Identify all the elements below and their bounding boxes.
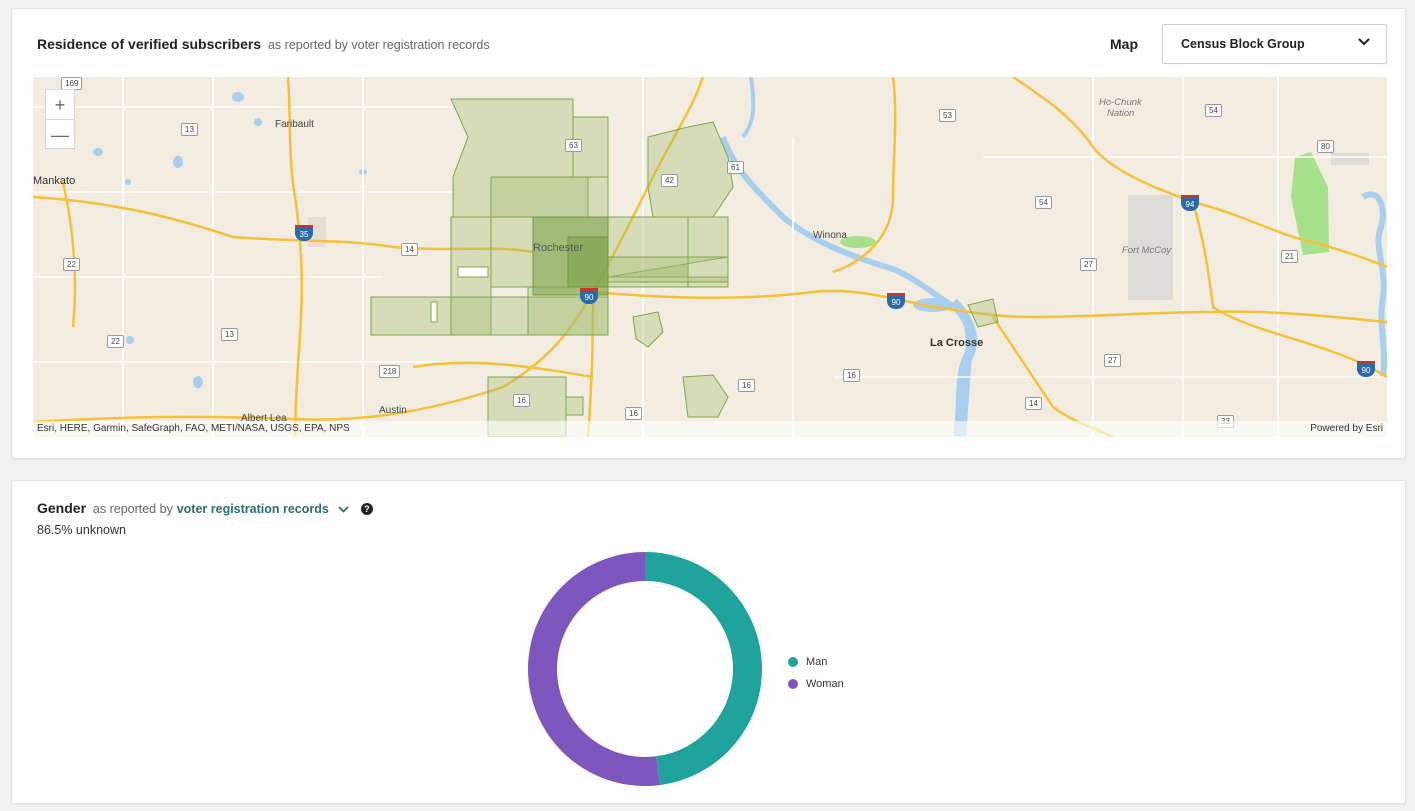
chevron-down-icon (338, 506, 349, 513)
map-card-title: Residence of verified subscribers as rep… (37, 36, 490, 52)
powered-by-esri-link[interactable]: Powered by Esri (1310, 423, 1383, 434)
route-shield: 16 (843, 369, 860, 382)
route-shield: 27 (1104, 354, 1121, 367)
route-shield: 54 (1205, 104, 1222, 117)
route-shield: 16 (738, 379, 755, 392)
place-label-faribault: Faribault (275, 119, 314, 130)
legend-label: Woman (806, 678, 844, 690)
interstate-shield: 35 (295, 225, 313, 241)
gender-subtitle-text: as reported by (92, 502, 173, 516)
map-subtitle-text: as reported by voter registration record… (267, 38, 490, 52)
interstate-shield: 90 (580, 288, 598, 304)
subscriber-block-groups (370, 98, 999, 437)
place-label-rochester: Rochester (533, 242, 584, 254)
unknown-percentage: 86.5% unknown (37, 523, 126, 537)
geography-level-value: Census Block Group (1181, 37, 1305, 51)
place-label-la-crosse: La Crosse (930, 337, 984, 349)
gender-card: Gender as reported by voter registration… (11, 480, 1406, 804)
place-label-albert-lea: Albert Lea (241, 413, 287, 424)
zoom-control: + — (45, 89, 75, 149)
data-source-dropdown[interactable]: voter registration records (177, 502, 353, 516)
place-label-ho-chunk: Ho-Chunk (1099, 97, 1142, 108)
route-shield: 27 (1080, 258, 1097, 271)
gender-legend: Man Woman (788, 651, 844, 695)
route-shield: 54 (1035, 196, 1052, 209)
subscriber-residence-card: Residence of verified subscribers as rep… (11, 8, 1406, 459)
route-shield: 16 (513, 394, 530, 407)
map-title-text: Residence of verified subscribers (37, 36, 262, 52)
route-shield: 13 (221, 328, 238, 341)
gender-card-title: Gender as reported by voter registration… (37, 500, 373, 516)
zoom-in-button[interactable]: + (54, 94, 66, 115)
route-shield: 61 (727, 161, 744, 174)
place-label-nation: Nation (1107, 108, 1135, 119)
help-icon[interactable]: ? (360, 503, 373, 516)
gender-donut-chart (528, 552, 763, 786)
legend-label: Man (806, 656, 828, 668)
place-label-austin: Austin (379, 405, 407, 416)
map-attribution: Esri, HERE, Garmin, SafeGraph, FAO, METI… (33, 421, 1387, 437)
legend-item-man[interactable]: Man (788, 651, 844, 673)
route-shield: 53 (939, 109, 956, 122)
route-shield: 16 (625, 407, 642, 420)
place-label-fort-mccoy: Fort McCoy (1122, 245, 1172, 256)
geography-level-select[interactable]: Census Block Group (1162, 24, 1387, 64)
interstate-shield: 90 (1357, 361, 1375, 377)
chevron-down-icon (1358, 38, 1370, 46)
legend-swatch (788, 679, 798, 689)
route-shield: 63 (565, 139, 582, 152)
gender-title-text: Gender (37, 500, 87, 516)
attribution-sources: Esri, HERE, Garmin, SafeGraph, FAO, METI… (37, 423, 350, 434)
interstate-shield: 90 (887, 293, 905, 309)
place-label-winona: Winona (813, 230, 847, 241)
route-shield: 22 (63, 258, 80, 271)
route-shield: 14 (1025, 397, 1042, 410)
legend-swatch (788, 657, 798, 667)
interstate-shield: 94 (1181, 195, 1199, 211)
route-shield: 218 (379, 365, 401, 378)
map-view[interactable]: Mankato Faribault Rochester Winona La Cr… (33, 77, 1387, 437)
donut-slice-man[interactable] (645, 552, 763, 786)
route-shield: 13 (181, 123, 198, 136)
place-label-mankato: Mankato (33, 175, 76, 187)
route-shield: 42 (661, 174, 678, 187)
route-shield: 80 (1317, 140, 1334, 153)
map-label: Map (1110, 36, 1138, 52)
route-shield: 14 (401, 243, 418, 256)
route-shield: 22 (107, 335, 124, 348)
donut-slice-woman[interactable] (528, 552, 660, 786)
zoom-out-button[interactable]: — (46, 119, 74, 149)
data-source-label: voter registration records (176, 502, 329, 516)
route-shield: 21 (1281, 250, 1298, 263)
basemap (33, 77, 1387, 437)
legend-item-woman[interactable]: Woman (788, 673, 844, 695)
